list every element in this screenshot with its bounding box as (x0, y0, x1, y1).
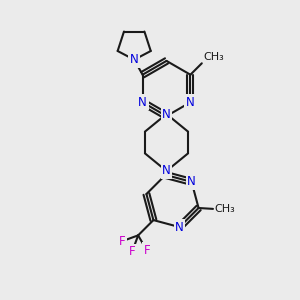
Text: CH₃: CH₃ (203, 52, 224, 61)
Text: CH₃: CH₃ (215, 204, 236, 214)
Text: N: N (138, 96, 147, 109)
Text: N: N (162, 164, 171, 178)
Text: F: F (118, 235, 125, 248)
Text: N: N (175, 220, 184, 234)
Text: N: N (186, 96, 195, 109)
Text: F: F (129, 245, 136, 258)
Text: F: F (143, 244, 150, 257)
Text: N: N (130, 53, 139, 66)
Text: N: N (187, 176, 196, 188)
Text: N: N (162, 107, 171, 121)
